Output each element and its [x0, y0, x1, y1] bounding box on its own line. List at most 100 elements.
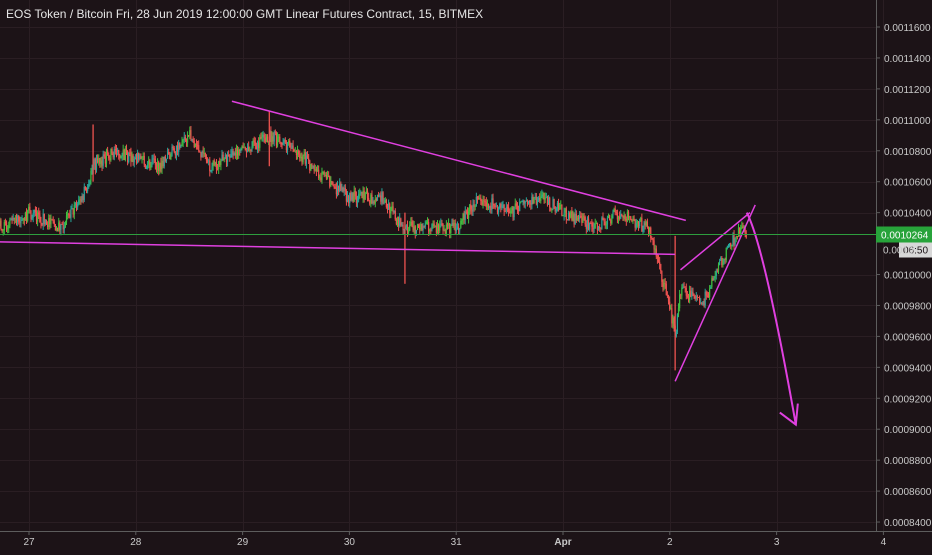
candle-body	[94, 159, 95, 164]
candle-body	[390, 207, 391, 213]
candle-body	[424, 226, 425, 227]
candle-body	[218, 161, 219, 169]
candle-body	[609, 215, 610, 220]
candle-body	[479, 198, 480, 199]
candle-body	[510, 210, 511, 213]
candle-body	[646, 222, 647, 226]
candle-body	[648, 227, 649, 232]
candle-body	[255, 142, 256, 145]
candle-body	[171, 147, 172, 156]
candle-body	[258, 142, 259, 147]
candle-body	[118, 150, 119, 155]
candle-body	[247, 147, 248, 153]
candle-body	[480, 198, 481, 201]
candle-body	[156, 165, 157, 170]
candle-body	[461, 220, 462, 221]
candle-body	[141, 156, 142, 158]
price-axis-label: 0.0008400	[884, 518, 932, 529]
candle-body	[227, 155, 228, 162]
candle-body	[200, 152, 201, 157]
candle-body	[725, 259, 726, 260]
candle-body	[286, 142, 287, 150]
candle-body	[437, 224, 438, 232]
candle-body	[144, 156, 145, 164]
candle-body	[1, 229, 2, 231]
candle-body	[84, 187, 85, 200]
candle-body	[561, 205, 562, 216]
candle-body	[387, 207, 388, 210]
candle-body	[153, 159, 154, 160]
candle-body	[312, 165, 313, 166]
candle-body	[21, 220, 22, 221]
candle-body	[498, 208, 499, 213]
candle-body	[379, 196, 380, 197]
candle-body	[415, 226, 416, 233]
candle-body	[600, 228, 601, 229]
candle-body	[410, 222, 411, 226]
candle-body	[161, 161, 162, 169]
candle-body	[147, 165, 148, 169]
candle-body	[83, 196, 84, 200]
current-price-value: 0.0010264	[881, 231, 929, 242]
price-axis-label: 0.0011000	[884, 116, 931, 127]
candle-body	[710, 287, 711, 289]
candle-body	[338, 186, 339, 191]
candle-body	[638, 221, 639, 226]
candle-body	[575, 214, 576, 224]
candle-body	[578, 218, 579, 219]
candle-body	[487, 204, 488, 207]
candle-body	[706, 292, 707, 296]
candle-body	[299, 154, 300, 158]
candle-body	[519, 202, 520, 211]
candle-body	[228, 155, 229, 156]
candle-body	[364, 191, 365, 200]
candle-body	[168, 152, 169, 154]
candle-body	[34, 210, 35, 213]
candle-body	[236, 150, 237, 156]
candle-body	[489, 206, 490, 208]
candle-body	[666, 284, 667, 295]
candle-body	[143, 156, 144, 157]
candle-body	[189, 130, 190, 135]
candle-body	[169, 154, 170, 159]
time-axis-label: Apr	[554, 537, 571, 548]
candle-body	[9, 220, 10, 225]
candle-body	[346, 191, 347, 202]
candle-body	[260, 137, 261, 138]
candle-body	[685, 287, 686, 288]
candle-body	[629, 216, 630, 217]
candle-body	[270, 131, 271, 142]
candle-body	[693, 294, 694, 295]
candle-body	[377, 195, 378, 200]
time-axis-label: 4	[881, 537, 887, 548]
candle-body	[23, 218, 24, 220]
candle-body	[61, 224, 62, 225]
candle-body	[204, 153, 205, 154]
candle-body	[296, 151, 297, 155]
candle-body	[419, 228, 420, 229]
candle-body	[368, 198, 369, 200]
candle-body	[217, 169, 218, 170]
candle-body	[291, 146, 292, 149]
candle-body	[545, 198, 546, 200]
candle-body	[325, 175, 326, 176]
candle-body	[708, 297, 709, 298]
candle-body	[645, 222, 646, 225]
candle-body	[177, 146, 178, 152]
candle-body	[135, 158, 136, 159]
candle-body	[5, 222, 6, 223]
candle-body	[740, 228, 741, 234]
candle-body	[526, 200, 527, 201]
candle-body	[97, 159, 98, 163]
candle-body	[292, 146, 293, 150]
candle-body	[592, 227, 593, 229]
candle-body	[728, 246, 729, 247]
candle-body	[618, 217, 619, 220]
candle-body	[216, 162, 217, 169]
candle-body	[131, 156, 132, 162]
candle-body	[547, 197, 548, 204]
candle-body	[636, 223, 637, 227]
candle-body	[496, 207, 497, 208]
